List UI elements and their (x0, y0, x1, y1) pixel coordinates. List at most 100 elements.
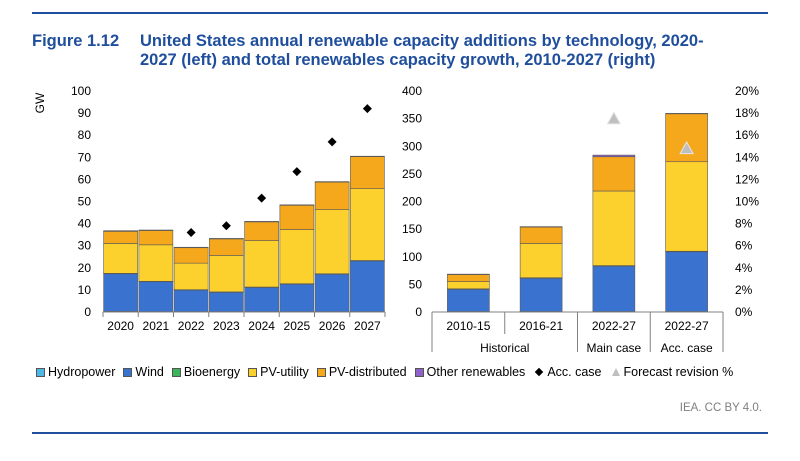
right-y-tick-label: 0 (415, 305, 422, 319)
right-bar-other-renewables (519, 226, 563, 228)
legend-item-pv-distributed: PV-distributed (316, 365, 407, 379)
right-y-tick-label: 400 (402, 84, 422, 98)
legend-swatch-forecast-revision (611, 368, 620, 376)
left-bar-wind (314, 273, 350, 312)
left-bar-pv-distributed (350, 156, 385, 189)
right-y-tick-label: 300 (402, 139, 422, 153)
left-x-tick-label: 2021 (143, 319, 170, 333)
legend-item-acc-case: Acc. case (533, 365, 602, 379)
forecast-revision-marker (679, 140, 694, 155)
bottom-rule (32, 432, 768, 434)
right-bar-wind (447, 289, 490, 312)
left-bar-other-renewables (350, 155, 385, 157)
right-y-tick-label: 250 (402, 167, 422, 181)
left-y-tick-label: 70 (78, 150, 92, 164)
chart-legend: Hydropower Wind Bioenergy PV-utility PV-dist… (36, 364, 741, 380)
right-group-label: Main case (587, 341, 642, 355)
right-y2-tick-label: 4% (735, 261, 753, 275)
right-bar-pv-utility (447, 281, 490, 290)
legend-label: PV-utility (260, 365, 309, 379)
left-bar-pv-distributed (138, 230, 174, 246)
figure-title-line1: Figure 1.12 United States annual renewabl… (32, 32, 704, 51)
left-bar-other-renewables (314, 181, 350, 183)
left-bar-other-renewables (244, 221, 279, 223)
legend-item-forecast-revision: Forecast revision % (610, 365, 734, 379)
legend-swatch-wind (123, 367, 133, 377)
right-bar-pv-distributed (665, 113, 708, 163)
left-x-tick-label: 2024 (248, 319, 275, 333)
left-y-tick-label: 30 (78, 239, 92, 253)
legend-label: Acc. case (547, 365, 602, 379)
left-y-tick-label: 40 (78, 217, 92, 231)
right-y2-tick-label: 14% (735, 150, 759, 164)
legend-item-wind: Wind (123, 365, 164, 379)
left-bar-wind (279, 283, 315, 312)
left-bar-wind (103, 273, 138, 312)
right-group-label: Acc. case (661, 341, 713, 355)
left-y-tick-label: 10 (78, 283, 92, 297)
left-bar-wind (244, 286, 279, 312)
left-bar-pv-distributed (279, 204, 315, 230)
left-bar-wind (209, 291, 244, 312)
acc-case-marker (292, 167, 302, 177)
right-y2-tick-label: 8% (735, 217, 753, 231)
left-x-tick-label: 2022 (178, 319, 205, 333)
left-bar-pv-utility (209, 255, 244, 293)
right-x-tick-label: 2016-21 (519, 319, 563, 333)
legend-label: Wind (135, 365, 164, 379)
forecast-revision-marker (606, 111, 622, 125)
legend-swatch-hydropower (36, 367, 45, 377)
right-y-tick-label: 350 (402, 112, 422, 126)
acc-case-marker (257, 193, 267, 203)
top-rule (32, 12, 768, 14)
legend-item-bioenergy: Bioenergy (171, 365, 241, 379)
legend-item-hydropower: Hydropower (36, 365, 115, 379)
left-bar-pv-distributed (314, 181, 350, 210)
legend-label: Bioenergy (183, 365, 241, 379)
left-bar-other-renewables (279, 204, 315, 206)
legend-label: PV-distributed (328, 365, 407, 379)
left-y-tick-label: 0 (84, 305, 91, 319)
left-bar-pv-utility (279, 229, 315, 285)
right-bar-other-renewables (665, 113, 708, 115)
legend-swatch-bioenergy (171, 367, 181, 377)
acc-case-marker (327, 137, 337, 147)
right-y-tick-label: 100 (402, 250, 422, 264)
acc-case-marker (362, 104, 372, 114)
right-bar-other-renewables (447, 273, 490, 275)
right-x-tick-label: 2022-27 (592, 319, 636, 333)
left-bar-pv-utility (138, 244, 174, 282)
right-bar-pv-utility (665, 161, 708, 252)
right-bar-wind (592, 265, 636, 312)
right-bar-wind (665, 251, 708, 312)
left-y-axis-label: GW (33, 92, 47, 113)
left-x-tick-label: 2026 (319, 319, 346, 333)
right-y2-tick-label: 6% (735, 239, 753, 253)
right-bar-wind (519, 277, 563, 312)
left-bar-pv-utility (314, 209, 350, 275)
figure-title-text1: United States annual renewable capacity … (140, 32, 704, 50)
right-y2-tick-label: 16% (735, 128, 759, 142)
right-bar-pv-distributed (519, 226, 563, 244)
right-bar-pv-distributed (447, 274, 490, 282)
acc-case-marker (221, 221, 231, 231)
left-y-tick-label: 20 (78, 261, 92, 275)
source-credit: IEA. CC BY 4.0. (679, 402, 762, 414)
left-bar-pv-distributed (173, 247, 209, 264)
left-bar-other-renewables (138, 229, 174, 231)
legend-label: Forecast revision % (623, 365, 734, 379)
right-y-tick-label: 200 (402, 195, 422, 209)
right-y2-tick-label: 0% (735, 305, 753, 319)
right-x-tick-label: 2010-15 (446, 319, 490, 333)
legend-item-other-renewables: Other renewables (414, 365, 525, 379)
right-y2-tick-label: 18% (735, 106, 759, 120)
legend-item-pv-utility: PV-utility (248, 365, 309, 379)
left-y-tick-label: 50 (78, 195, 92, 209)
left-chart-annual-additions: GW 0 10 20 30 40 50 60 70 80 90 100 2020 2021 2022 2023… (33, 84, 386, 333)
right-chart-capacity-growth: 0 50 100 150 200 250 300 350 400 0% 2% 4% 6% 8% 10% 12%… (402, 84, 759, 355)
left-y-tick-label: 100 (71, 84, 91, 98)
left-x-tick-label: 2023 (213, 319, 240, 333)
left-bar-pv-utility (244, 240, 279, 288)
legend-label: Hydropower (48, 365, 116, 379)
